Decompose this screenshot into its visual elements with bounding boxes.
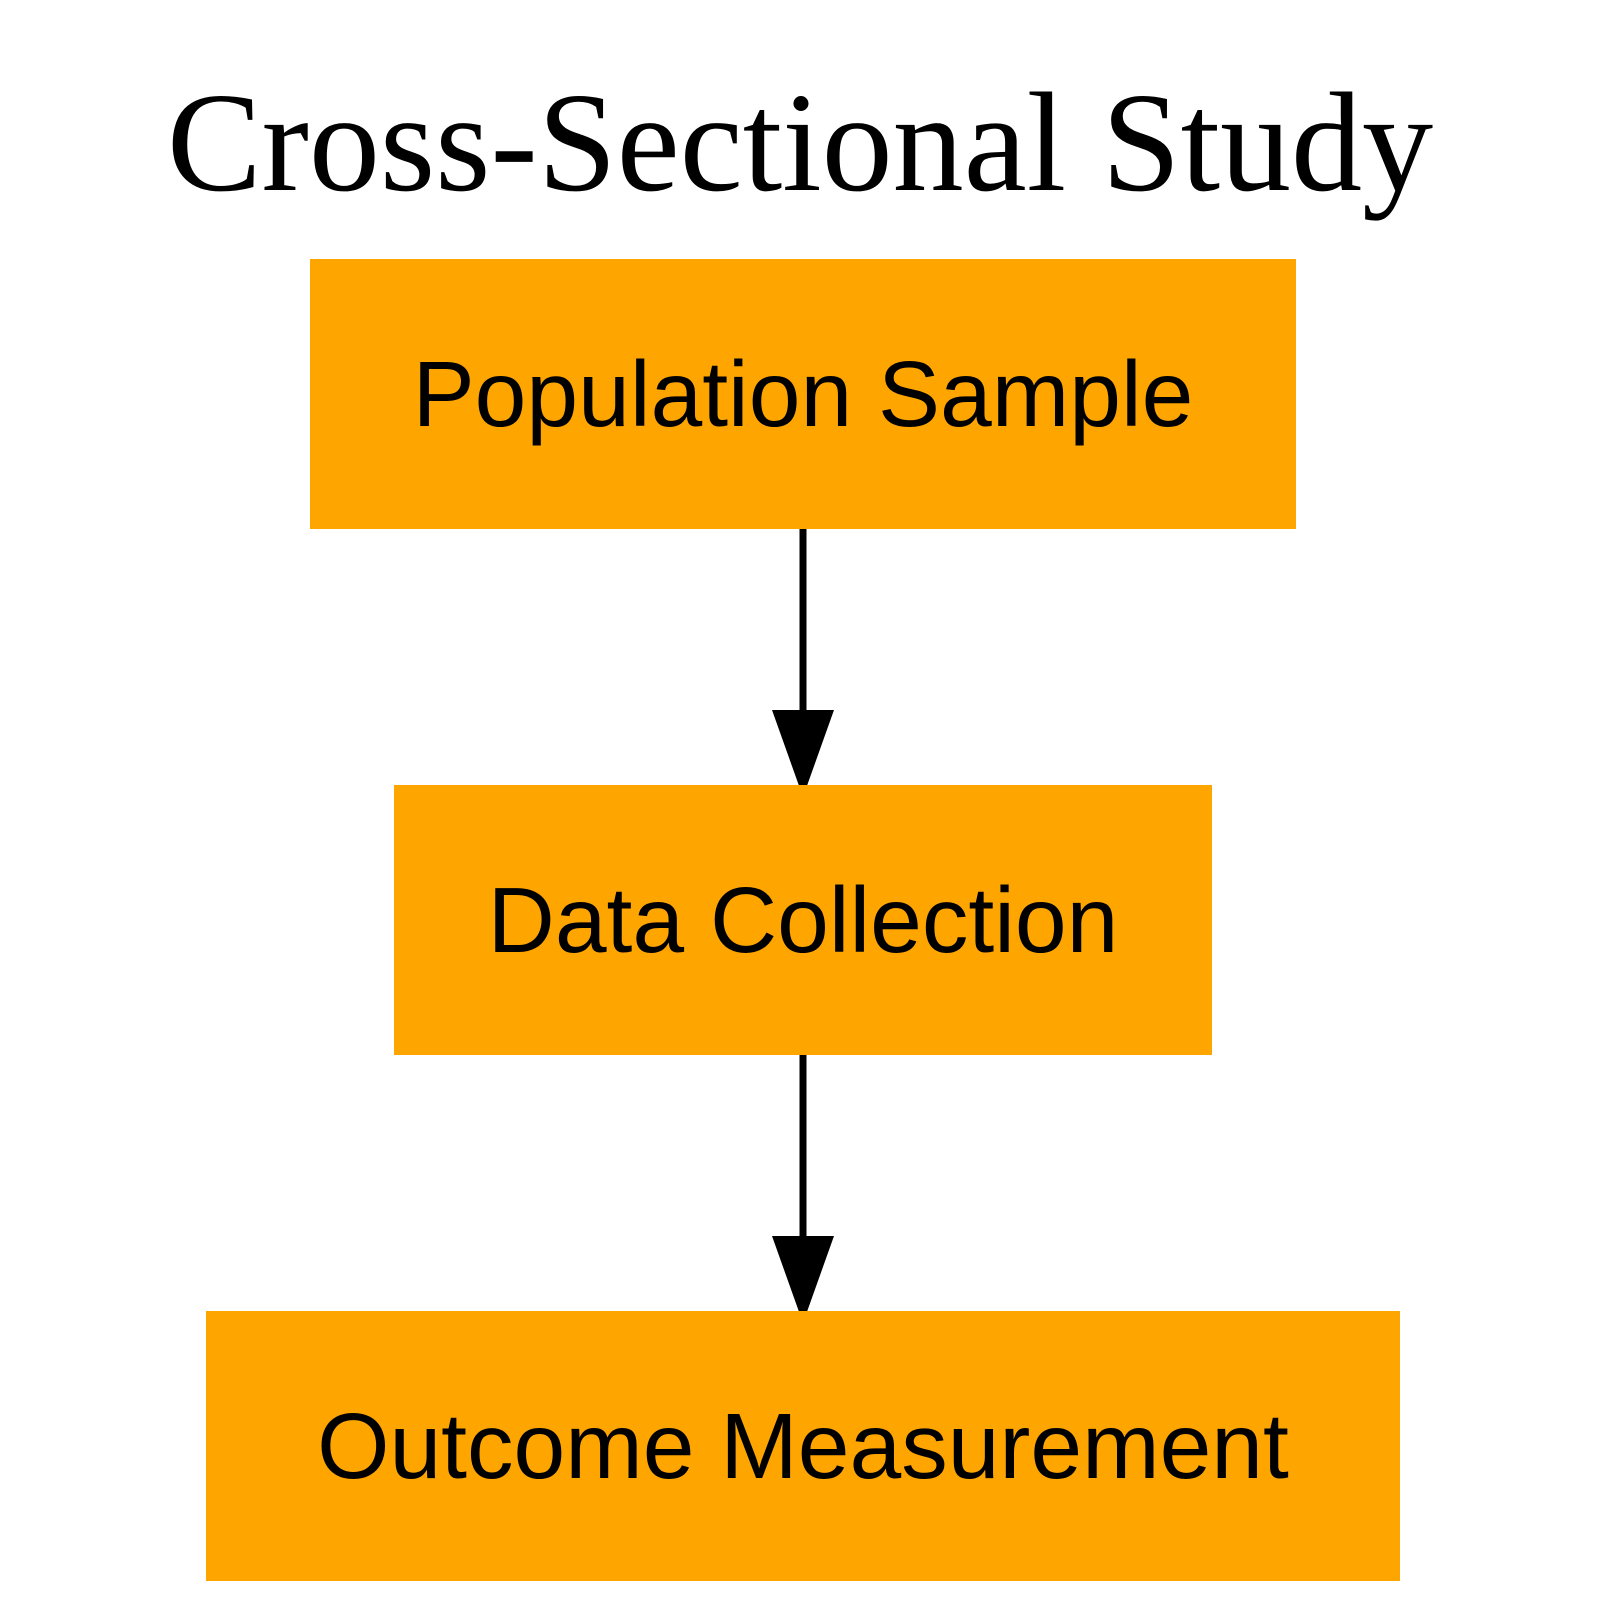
node-label: Data Collection: [487, 867, 1119, 972]
node-outcome-measurement: Outcome Measurement: [206, 1311, 1400, 1581]
arrowhead-icon: [772, 710, 834, 797]
edge-population-to-data-collection: [772, 529, 834, 797]
arrowhead-icon: [772, 1236, 834, 1323]
node-data-collection: Data Collection: [394, 785, 1212, 1055]
node-label: Outcome Measurement: [317, 1393, 1289, 1498]
diagram-title: Cross-Sectional Study: [166, 63, 1434, 221]
edge-data-collection-to-outcome: [772, 1055, 834, 1323]
node-population-sample: Population Sample: [310, 259, 1296, 529]
node-label: Population Sample: [412, 341, 1194, 446]
